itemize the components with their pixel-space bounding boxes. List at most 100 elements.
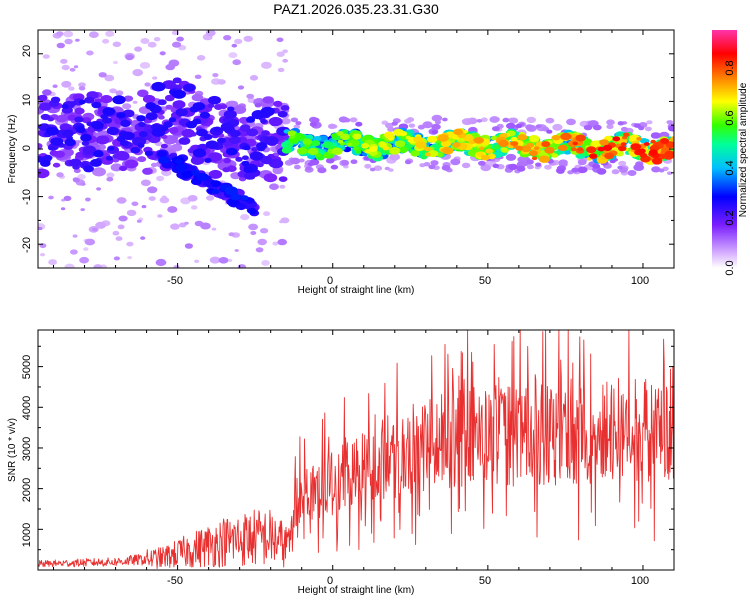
spectrogram-cell <box>42 54 50 59</box>
spectrogram-cell <box>279 184 286 189</box>
spectrogram-cell <box>56 172 64 178</box>
spectrogram-cell <box>72 234 78 238</box>
spectrogram-cell <box>106 176 114 182</box>
spectrogram-cell <box>498 139 509 148</box>
spectrogram-cell <box>287 130 296 136</box>
spectrogram-cell <box>510 141 519 147</box>
spectrogram-cell <box>643 142 650 146</box>
spectrogram-cell <box>515 145 524 151</box>
spectrogram-cell <box>353 146 360 151</box>
spectrogram-cell <box>207 103 215 109</box>
spectrogram-cell <box>40 113 51 121</box>
spectrogram-cell <box>322 141 333 149</box>
spectrogram-cell <box>224 186 238 196</box>
spectrogram-cell <box>492 163 500 169</box>
spec-ytick-label: 20 <box>21 45 33 57</box>
spectrogram-cell <box>249 151 264 161</box>
spectrogram-cell <box>78 86 86 91</box>
spectrogram-cell <box>531 156 538 161</box>
spectrogram-cell <box>670 136 674 141</box>
spectrogram-cell <box>391 121 398 126</box>
spectrogram-cell <box>431 114 443 122</box>
spectrogram-cell <box>269 158 284 169</box>
spectrogram-cell <box>86 50 94 56</box>
spectrogram-cell <box>664 150 674 157</box>
spectrogram-cell <box>145 102 157 110</box>
spectrogram-cell <box>164 94 175 102</box>
spectrogram-cell <box>38 94 48 102</box>
spectrogram-cell <box>238 176 247 182</box>
spectrogram-cell <box>147 186 158 194</box>
spectrogram-cell <box>200 222 211 230</box>
spectrogram-cell <box>485 148 494 154</box>
spectrogram-cell <box>187 195 198 202</box>
spectrogram-cell <box>408 123 416 128</box>
spectrogram-cell <box>369 146 378 152</box>
spectrogram-cell <box>650 139 656 144</box>
spectrogram-cell <box>650 132 661 139</box>
spectrogram-cell <box>639 152 648 158</box>
spectrogram-cell <box>618 145 627 152</box>
spectrogram-cell <box>126 209 137 217</box>
spectrogram-cell <box>290 117 299 123</box>
spectrogram-cell <box>136 219 142 223</box>
spectrogram-cell <box>636 136 642 141</box>
spectrogram-cell <box>431 130 438 134</box>
spectrogram-cell <box>78 82 86 88</box>
spectrogram-cell <box>175 108 188 117</box>
spectrogram-cell <box>228 232 235 237</box>
spectrogram-cell <box>272 167 283 175</box>
spectrogram-cell <box>211 188 220 195</box>
spectrogram-cell <box>442 146 451 153</box>
spectrogram-cell <box>205 140 219 149</box>
spectrogram-cell <box>535 162 542 167</box>
spectrogram-cell <box>261 260 270 266</box>
spectrogram-cell <box>64 138 76 147</box>
spectrogram-cell <box>178 137 191 145</box>
spectrogram-cell <box>76 126 86 134</box>
spectrogram-cell <box>441 164 451 171</box>
spectrogram-cell <box>295 121 302 126</box>
spectrogram-cell <box>77 174 86 180</box>
spectrogram-cell <box>223 157 232 164</box>
spectrogram-cell <box>590 140 602 148</box>
spectrogram-cell <box>577 159 587 166</box>
spectrogram-cell <box>39 253 46 257</box>
spec-xtick-label: 0 <box>327 275 333 287</box>
spectrogram-cell <box>130 146 141 154</box>
spectrogram-cell <box>112 41 122 48</box>
spectrogram-cell <box>206 195 215 201</box>
spectrogram-cell <box>124 159 139 169</box>
spectrogram-cell <box>80 182 86 186</box>
spectrogram-cell <box>222 167 231 173</box>
spec-xtick-label: -50 <box>167 275 183 287</box>
spectrogram-cell <box>517 134 528 141</box>
spectrogram-cell <box>242 145 251 151</box>
spectrogram-cell <box>279 220 284 224</box>
spectrogram-cell <box>384 131 395 139</box>
spectrogram-cell <box>115 90 124 96</box>
spectrogram-cell <box>467 117 478 125</box>
spectrogram-cell <box>638 148 646 154</box>
spectrogram-cell <box>205 30 216 37</box>
spectrogram-cell <box>255 247 264 253</box>
snr-xtick-labels: -50 0 50 100 <box>167 575 649 587</box>
spectrogram-cell <box>159 196 170 204</box>
spectrogram-cell <box>493 144 501 150</box>
spectrogram-cell <box>415 141 427 149</box>
spectrogram-cell <box>170 143 183 152</box>
spectrogram-cell <box>175 164 187 172</box>
spectrogram-cell <box>342 129 349 134</box>
spectrogram-cell <box>453 128 464 135</box>
spectrogram-cell <box>196 128 208 137</box>
spectrogram-cell <box>163 121 174 128</box>
spectrogram-cell <box>560 132 572 141</box>
spectrogram-cell <box>106 172 115 178</box>
spectrogram-cell <box>250 231 257 235</box>
snr-xtick-label: 50 <box>479 575 491 587</box>
spectrogram-cell <box>63 30 74 38</box>
spectrogram-cell <box>217 137 226 144</box>
spectrogram-cell <box>90 158 102 167</box>
spectrogram-cell <box>282 49 288 54</box>
spectrogram-cell <box>91 227 98 232</box>
